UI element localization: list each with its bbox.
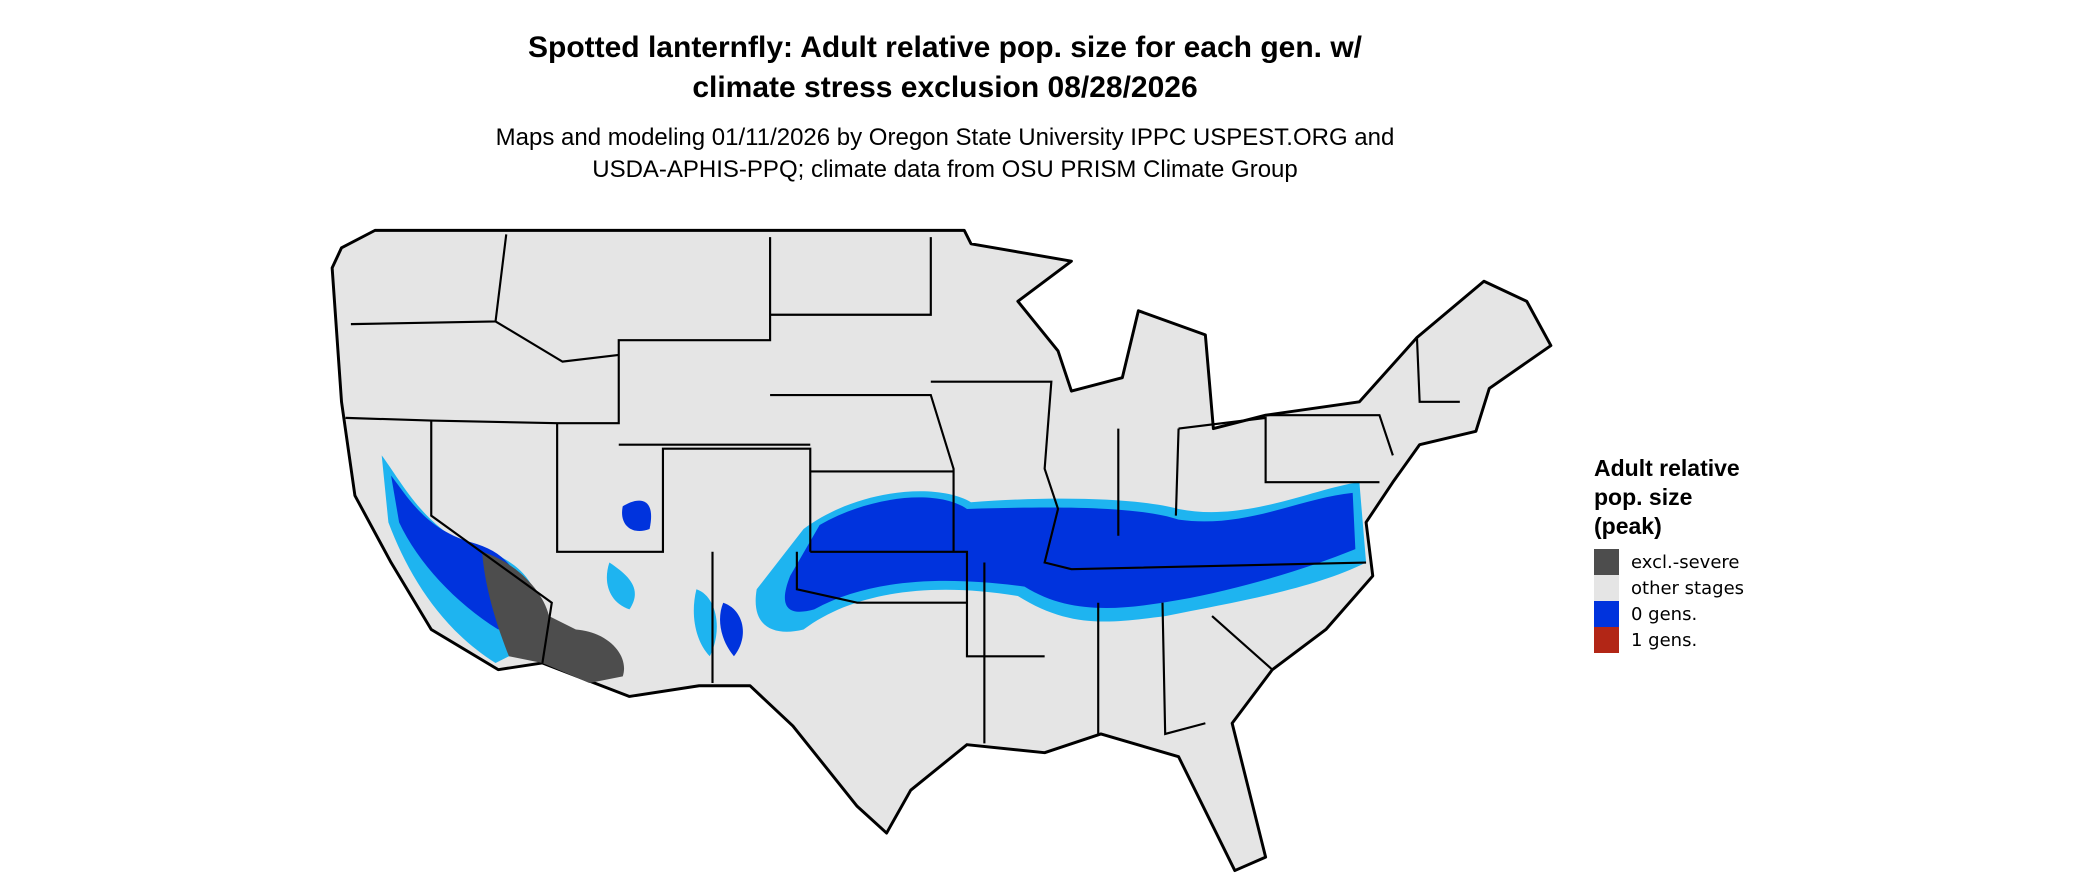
legend-title-line: (peak) <box>1594 513 1662 539</box>
legend-label: 1 gens. <box>1631 629 1698 651</box>
map-title: Spotted lanternfly: Adult relative pop. … <box>0 28 1890 108</box>
legend-swatch <box>1594 601 1619 627</box>
legend-item: 1 gens. <box>1594 627 1744 653</box>
legend-title: Adult relative pop. size (peak) <box>1594 454 1744 541</box>
legend-item: excl.-severe <box>1594 549 1744 575</box>
legend-item: 0 gens. <box>1594 601 1744 627</box>
legend-swatch <box>1594 549 1619 575</box>
legend-item: other stages <box>1594 575 1744 601</box>
legend-swatch <box>1594 627 1619 653</box>
state-borders <box>345 234 1460 744</box>
excluded-severe-area <box>482 551 625 684</box>
legend-title-line: pop. size <box>1594 484 1693 510</box>
legend-label: excl.-severe <box>1631 551 1740 573</box>
legend-label: 0 gens. <box>1631 603 1698 625</box>
map-subtitle: Maps and modeling 01/11/2026 by Oregon S… <box>0 122 1890 186</box>
map-legend: Adult relative pop. size (peak) excl.-se… <box>1594 454 1744 653</box>
legend-label: other stages <box>1631 577 1745 599</box>
legend-title-line: Adult relative <box>1594 455 1740 481</box>
title-line-1: Spotted lanternfly: Adult relative pop. … <box>527 31 1362 64</box>
legend-swatch <box>1594 575 1619 601</box>
title-line-2: climate stress exclusion 08/28/2026 <box>692 71 1198 104</box>
subtitle-line-1: Maps and modeling 01/11/2026 by Oregon S… <box>495 124 1395 151</box>
subtitle-line-2: USDA-APHIS-PPQ; climate data from OSU PR… <box>592 156 1298 183</box>
